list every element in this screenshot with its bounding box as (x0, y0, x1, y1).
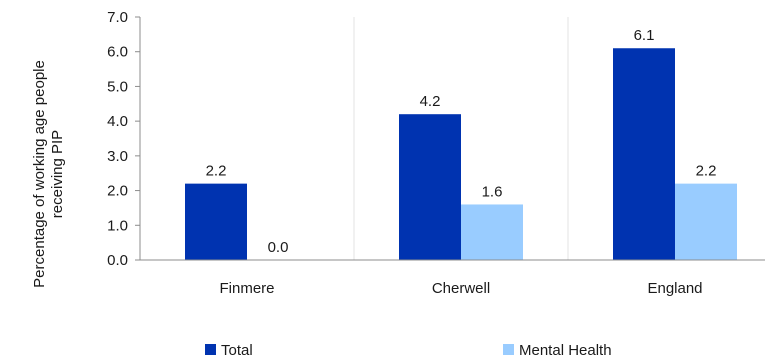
bar-mental-health-england (675, 183, 737, 260)
legend: Total Mental Health (205, 342, 612, 359)
x-axis: Finmere Cherwell England (140, 259, 765, 297)
x-tick-label: Finmere (219, 280, 274, 297)
y-tick-label: 5.0 (107, 78, 128, 95)
data-label: 6.1 (634, 27, 655, 44)
y-tick-label: 3.0 (107, 148, 128, 165)
data-label: 4.2 (420, 93, 441, 110)
bars: 2.2 0.0 4.2 1.6 6.1 2.2 (185, 27, 737, 260)
x-tick-label: England (647, 280, 702, 297)
legend-label: Mental Health (519, 342, 612, 359)
y-axis-title: Percentage of working age people receivi… (31, 60, 66, 288)
y-tick-label: 0.0 (107, 252, 128, 269)
data-label: 1.6 (482, 183, 503, 200)
y-tick-label: 1.0 (107, 217, 128, 234)
y-axis-title-line-2: receiving PIP (49, 130, 66, 218)
legend-swatch (503, 344, 514, 355)
bar-total-finmere (185, 183, 247, 260)
bar-mental-health-cherwell (461, 204, 523, 260)
data-label: 2.2 (696, 163, 717, 180)
legend-label: Total (221, 342, 253, 359)
y-tick-label: 6.0 (107, 44, 128, 61)
y-axis-ticks: 0.0 1.0 2.0 3.0 4.0 5.0 6.0 7.0 (107, 9, 141, 269)
y-axis-title-line-1: Percentage of working age people (31, 60, 48, 288)
y-tick-label: 2.0 (107, 183, 128, 200)
bar-total-cherwell (399, 114, 461, 260)
bar-total-england (613, 48, 675, 260)
legend-swatch (205, 344, 216, 355)
data-label: 2.2 (206, 163, 227, 180)
gridlines (353, 17, 569, 260)
data-label: 0.0 (268, 239, 289, 256)
y-tick-label: 7.0 (107, 9, 128, 26)
y-tick-label: 4.0 (107, 113, 128, 130)
x-tick-label: Cherwell (432, 280, 490, 297)
